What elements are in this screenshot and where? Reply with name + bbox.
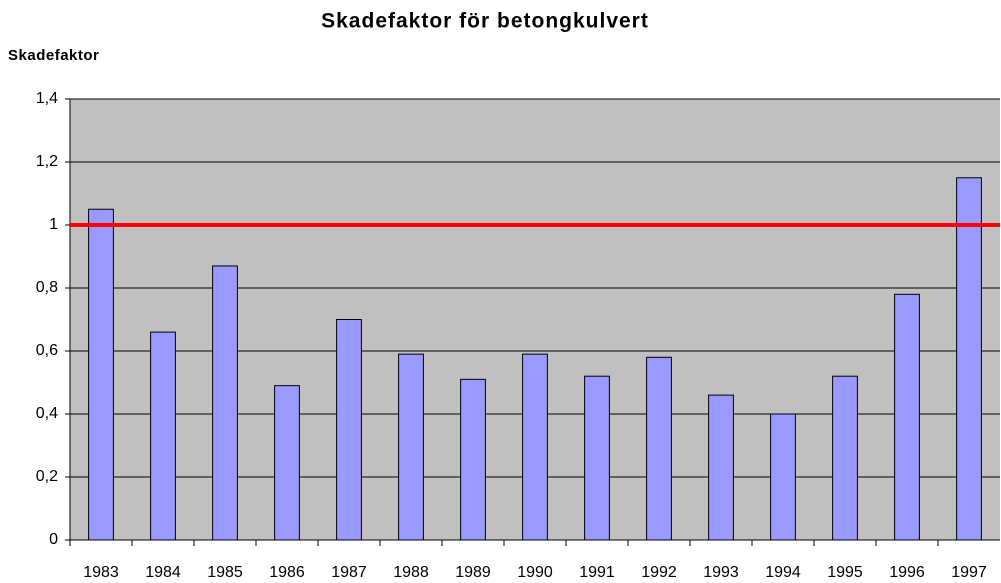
- bar: [708, 394, 734, 541]
- x-tick-label: 1986: [269, 564, 305, 581]
- x-tick-label: 1996: [889, 564, 925, 581]
- bar: [770, 413, 796, 541]
- x-tick-label: 1990: [517, 564, 553, 581]
- chart-title: Skadefaktor för betongkulvert: [321, 10, 649, 33]
- y-tick-label: 0,6: [36, 342, 58, 359]
- bar: [584, 375, 610, 541]
- bar: [88, 208, 114, 541]
- y-tick-label: 0,4: [36, 405, 58, 422]
- bar: [894, 293, 920, 541]
- x-tick-label: 1994: [765, 564, 801, 581]
- x-tick-label: 1983: [83, 564, 119, 581]
- bar: [646, 356, 672, 541]
- y-tick-label: 1,4: [36, 90, 58, 107]
- x-tick-label: 1988: [393, 564, 429, 581]
- y-tick-label: 1: [49, 216, 58, 233]
- x-tick-label: 1993: [703, 564, 739, 581]
- x-tick-label: 1997: [951, 564, 987, 581]
- x-tick-label: 1984: [145, 564, 181, 581]
- bar: [832, 375, 858, 541]
- bar: [398, 353, 424, 541]
- x-tick-label: 1987: [331, 564, 367, 581]
- bar: [150, 331, 176, 541]
- y-axis-label: Skadefaktor: [8, 47, 99, 64]
- bar: [460, 378, 486, 541]
- bar: [956, 177, 982, 541]
- bar: [274, 385, 300, 541]
- bar: [522, 353, 548, 541]
- x-tick-label: 1992: [641, 564, 677, 581]
- y-tick-label: 0,2: [36, 468, 58, 485]
- bar: [336, 319, 362, 541]
- x-tick-label: 1991: [579, 564, 615, 581]
- y-tick-label: 1,2: [36, 153, 58, 170]
- x-tick-label: 1995: [827, 564, 863, 581]
- y-tick-label: 0,8: [36, 279, 58, 296]
- y-tick-label: 0: [49, 531, 58, 548]
- x-tick-label: 1989: [455, 564, 491, 581]
- x-tick-label: 1985: [207, 564, 243, 581]
- bar: [212, 265, 238, 541]
